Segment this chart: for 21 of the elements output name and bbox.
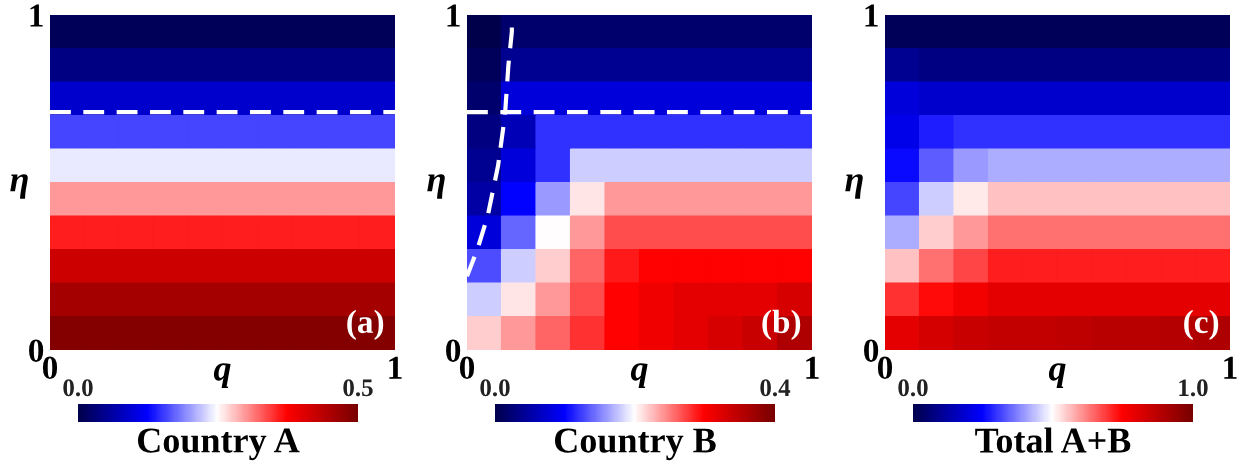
color-bar-label: 0.5 [343,379,373,397]
x-tick-label: 1 [806,356,819,379]
color-bar-label: 0.0 [480,379,510,397]
x-axis-title: q [1048,363,1066,388]
y-axis-title: η [427,174,445,199]
color-bar-title: Country B [555,428,716,461]
color-bar-label: 0.0 [63,379,93,397]
annotation: (c) [1184,309,1219,340]
color-bar-label: 0.0 [898,379,928,397]
color-bar-title: Total A+B [975,427,1131,453]
x-axis-title: q [630,363,648,388]
color-bar-title: Country A [138,428,300,461]
annotation: (a) [347,309,384,340]
x-axis-title: q [213,363,231,388]
color-bar-label: 0.4 [760,379,791,397]
color-bar-label: 1.0 [1179,379,1208,397]
x-tick-label: 1 [1224,356,1237,379]
y-axis-title: η [10,174,28,199]
x-tick-label: 1 [389,356,402,379]
annotation: (b) [762,309,801,340]
y-axis-title: η [845,174,863,199]
